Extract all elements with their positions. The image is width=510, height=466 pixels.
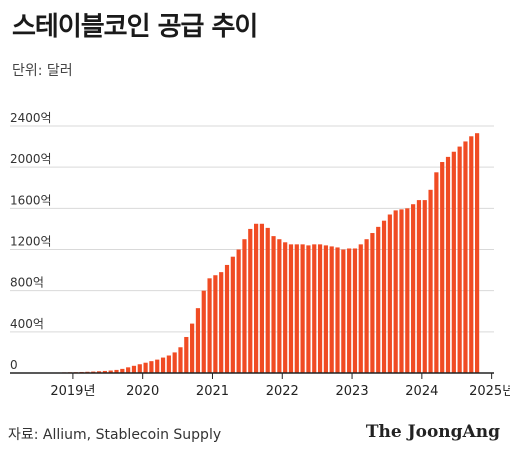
brand-logo: The JoongAng (365, 422, 500, 442)
bar (376, 226, 381, 373)
bar (149, 361, 154, 373)
bar (271, 236, 276, 373)
bar (294, 244, 299, 373)
bar (155, 359, 160, 373)
bar (457, 146, 462, 373)
bar (120, 368, 125, 373)
bar (283, 242, 288, 373)
bar (358, 244, 363, 373)
axes: 2019년 2020 2021 2022 2023 2024 2025년 (10, 372, 510, 399)
y-tick-label: 1600억 (10, 193, 52, 207)
bar (341, 249, 346, 373)
bar (306, 245, 311, 373)
bar (335, 247, 340, 373)
bar (160, 357, 166, 373)
bar (172, 352, 177, 373)
x-tick-label: 2025년 (469, 384, 510, 399)
bar (387, 214, 392, 373)
bar (213, 275, 218, 373)
bar (277, 239, 282, 373)
bar (184, 336, 189, 373)
bar (393, 210, 398, 373)
x-tick-label: 2021 (196, 384, 229, 399)
bar (166, 355, 171, 373)
bar (96, 371, 102, 373)
bar (440, 162, 445, 373)
bar (329, 246, 334, 373)
bar (224, 264, 230, 373)
bar (248, 228, 253, 373)
chart-title: 스테이블코인 공급 추이 (12, 12, 258, 42)
bar (201, 290, 206, 373)
bar (352, 248, 358, 373)
bar (178, 347, 183, 373)
bar (137, 364, 142, 373)
bar (381, 220, 387, 373)
bar (230, 256, 235, 373)
y-tick-label: 2400억 (10, 111, 52, 125)
y-tick-label: 400억 (10, 317, 44, 331)
bar (422, 200, 427, 373)
bar (114, 369, 119, 373)
bar (399, 209, 404, 373)
bar (323, 245, 328, 373)
bar (195, 308, 201, 373)
bar (434, 172, 439, 373)
x-tick-label: 2022 (266, 384, 299, 399)
unit-label: 단위: 달러 (12, 63, 73, 79)
bar (405, 208, 410, 373)
bar (265, 227, 270, 373)
bar (370, 233, 375, 373)
x-tick-label: 2020 (126, 384, 159, 399)
bar (312, 244, 317, 373)
bars (38, 133, 480, 374)
x-tick-label: 2019년 (50, 384, 95, 399)
bar (242, 239, 247, 373)
x-tick-label: 2024 (405, 384, 438, 399)
bar (108, 370, 113, 373)
bar (143, 362, 148, 373)
bar (300, 244, 305, 373)
bar (126, 367, 131, 373)
bar (416, 200, 422, 373)
bar (131, 365, 137, 373)
bar (364, 239, 369, 373)
y-tick-label: 0 (10, 358, 18, 372)
bar (102, 370, 107, 373)
bar (288, 244, 294, 373)
y-tick-label: 2000억 (10, 152, 52, 166)
bar (190, 323, 195, 373)
bar (451, 151, 456, 373)
bar (445, 156, 451, 374)
source-note: 자료: Allium, Stablecoin Supply (8, 427, 222, 443)
bar (207, 278, 212, 373)
bar (411, 204, 416, 373)
bar (469, 136, 474, 373)
bar (259, 223, 264, 373)
bar (428, 189, 433, 373)
bar (219, 272, 224, 373)
bar (317, 244, 323, 373)
bar (475, 133, 480, 373)
bar (236, 249, 241, 373)
x-tick-label: 2023 (336, 384, 369, 399)
bar (463, 141, 468, 373)
bar (347, 248, 352, 373)
y-tick-label: 1200억 (10, 235, 52, 249)
bar (254, 223, 259, 373)
y-tick-label: 800억 (10, 276, 44, 290)
